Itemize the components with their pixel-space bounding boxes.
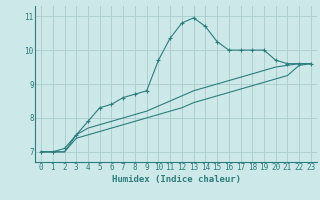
X-axis label: Humidex (Indice chaleur): Humidex (Indice chaleur) (111, 175, 241, 184)
